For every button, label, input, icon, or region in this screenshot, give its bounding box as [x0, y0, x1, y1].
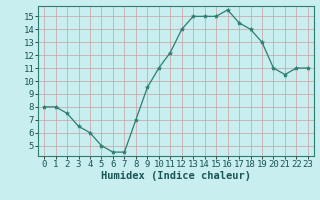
- X-axis label: Humidex (Indice chaleur): Humidex (Indice chaleur): [101, 171, 251, 181]
